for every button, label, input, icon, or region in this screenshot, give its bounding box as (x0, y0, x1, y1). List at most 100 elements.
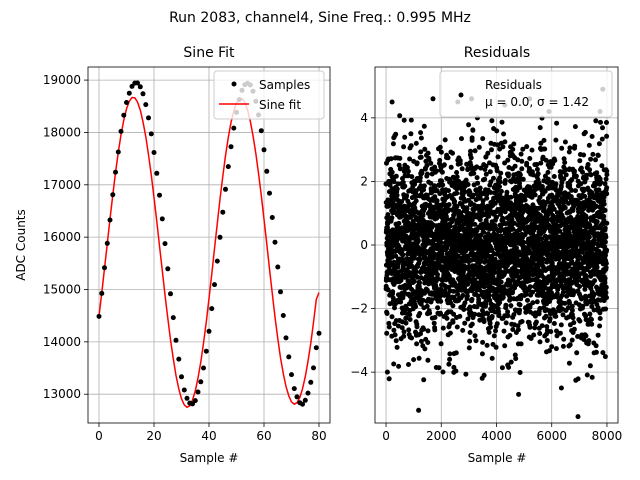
sine-fit-title: Sine Fit (183, 45, 235, 61)
x-tick-label: 60 (256, 429, 271, 443)
sample-point (129, 83, 135, 89)
y-tick-label: 2 (360, 174, 368, 188)
x-tick-label: 2000 (426, 429, 457, 443)
sine-fit-frame (87, 66, 331, 424)
y-tick-label: 17000 (43, 178, 81, 192)
residual-outlier-point (389, 99, 395, 105)
sine-fit-legend-box (213, 70, 325, 120)
sample-point (192, 398, 198, 404)
sample-point (190, 401, 195, 407)
figure-suptitle: Run 2083, channel4, Sine Freq.: 0.995 MH… (169, 10, 471, 26)
sample-point (300, 401, 305, 407)
sine-fit-panel: Sine Fit 0 20 40 60 80 13000 14000 15000 16000 17… (14, 45, 331, 465)
sample-point (99, 290, 105, 296)
sample-point (159, 216, 165, 222)
sample-point (176, 356, 182, 362)
sample-point (305, 390, 311, 396)
residual-outlier-point (447, 356, 453, 362)
legend-residuals-label: Residuals (485, 78, 542, 92)
residual-outlier-point (549, 344, 555, 350)
residuals-title: Residuals (464, 45, 530, 61)
sample-point (280, 313, 286, 318)
x-tick-label: 0 (95, 429, 103, 443)
sample-point (291, 386, 297, 392)
sine-fit-xlabel: Sample # (180, 451, 239, 465)
sample-point (278, 289, 283, 295)
sine-fit-legend: Samples Sine fit (213, 70, 325, 120)
sample-point (203, 348, 209, 354)
sample-point (231, 125, 237, 131)
sample-point (157, 192, 162, 198)
sample-point (269, 215, 275, 220)
sample-point (113, 169, 118, 175)
sample-point (212, 282, 217, 288)
x-tick-label: 20 (146, 429, 161, 443)
residual-outlier-point (516, 391, 522, 397)
sample-point (272, 239, 278, 245)
residual-outlier-point (384, 369, 390, 375)
sample-point (206, 328, 212, 334)
x-tick-label: 4000 (481, 429, 512, 443)
sample-point (214, 258, 220, 264)
sample-point (294, 394, 300, 400)
sample-point (220, 209, 226, 215)
sine-fit-ticks: 0 20 40 60 80 13000 14000 15000 16000 17000 18000 1… (43, 73, 327, 443)
sample-point (267, 190, 272, 196)
y-tick-label: −4 (350, 365, 368, 379)
sample-point (316, 330, 322, 336)
y-tick-label: 0 (360, 238, 368, 252)
sample-point (121, 112, 127, 118)
sample-point (308, 379, 314, 385)
residual-outlier-point (416, 407, 422, 413)
sine-fit-grid (88, 67, 330, 423)
legend-residuals-marker (458, 92, 464, 98)
sample-point (168, 291, 173, 297)
sample-point (151, 150, 157, 155)
y-tick-label: −2 (350, 302, 368, 316)
legend-sine-fit-label: Sine fit (259, 98, 301, 112)
residuals-legend: Residuals μ = 0.0, σ = 1.42 (439, 70, 613, 118)
sample-point (148, 131, 154, 137)
sine-fit-line (98, 96, 320, 409)
sine-fit-ylabel: ADC Counts (14, 209, 28, 281)
residual-outlier-point (587, 363, 593, 369)
residual-outlier-point (430, 96, 436, 102)
residuals-frame (374, 66, 619, 424)
legend-samples-marker (231, 81, 237, 87)
sample-point (170, 315, 176, 321)
sample-point (195, 389, 201, 395)
sample-point (126, 90, 132, 96)
sample-point (140, 91, 146, 97)
sample-point (228, 144, 234, 150)
sample-point (124, 100, 129, 105)
x-tick-label: 80 (311, 429, 326, 443)
residual-points-cloud (383, 113, 610, 383)
sample-point (137, 84, 143, 90)
sample-point (275, 264, 281, 270)
sample-point (104, 240, 110, 246)
sample-point (258, 128, 264, 134)
y-tick-label: 19000 (43, 73, 81, 87)
sample-point (143, 102, 149, 108)
residual-outlier-point (481, 372, 487, 378)
sample-point (154, 170, 160, 176)
sample-point (115, 149, 121, 155)
sample-point (225, 164, 231, 170)
y-tick-label: 13000 (43, 387, 81, 401)
y-tick-label: 4 (360, 111, 368, 125)
x-tick-label: 8000 (592, 429, 623, 443)
y-tick-label: 15000 (43, 283, 81, 297)
sample-point (96, 313, 102, 319)
residuals-ticks: 0 2000 4000 6000 8000 −4 −2 0 2 4 (350, 111, 622, 443)
residual-outlier-point (488, 140, 494, 146)
y-tick-label: 16000 (43, 230, 81, 244)
sample-point (165, 266, 171, 272)
x-tick-label: 0 (382, 429, 390, 443)
sample-point (201, 365, 206, 371)
sample-point (110, 192, 116, 198)
sample-point (184, 395, 190, 401)
sample-point (261, 147, 267, 153)
sample-point (107, 217, 113, 223)
residuals-cloud (383, 113, 610, 383)
sample-point (223, 186, 228, 192)
